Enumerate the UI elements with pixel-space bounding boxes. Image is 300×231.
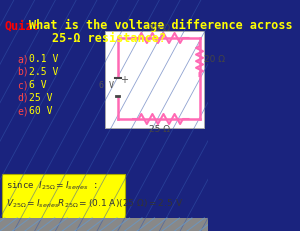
Bar bbox=[0, 218, 208, 231]
Text: 25-Ω resistance?: 25-Ω resistance? bbox=[52, 32, 166, 45]
Text: b): b) bbox=[17, 67, 29, 77]
FancyBboxPatch shape bbox=[105, 31, 204, 128]
Text: c): c) bbox=[17, 80, 29, 90]
Text: 6 V: 6 V bbox=[29, 80, 47, 90]
Text: d): d) bbox=[17, 93, 29, 103]
Text: 60 V: 60 V bbox=[29, 106, 52, 116]
Text: a): a) bbox=[17, 54, 29, 64]
Text: 6 V: 6 V bbox=[99, 82, 114, 91]
Text: What is the voltage difference across the: What is the voltage difference across th… bbox=[29, 19, 300, 32]
Text: 15 Ω: 15 Ω bbox=[149, 24, 170, 33]
Text: Quiz:: Quiz: bbox=[4, 19, 40, 32]
Text: e): e) bbox=[17, 106, 29, 116]
Text: 25 V: 25 V bbox=[29, 93, 52, 103]
Text: 20 Ω: 20 Ω bbox=[204, 55, 225, 64]
Text: 0.1 V: 0.1 V bbox=[29, 54, 58, 64]
FancyBboxPatch shape bbox=[2, 174, 125, 228]
Text: $V_{25\Omega} = I_{series}R_{25\Omega} = (0.1\ \mathrm{A})(25\ \Omega) = 2.5\ \m: $V_{25\Omega} = I_{series}R_{25\Omega} =… bbox=[5, 198, 183, 210]
Text: 25 Ω: 25 Ω bbox=[149, 125, 170, 134]
Text: 2.5 V: 2.5 V bbox=[29, 67, 58, 77]
Text: +: + bbox=[120, 75, 128, 85]
Text: since $I_{25\Omega} = I_{series}$ :: since $I_{25\Omega} = I_{series}$ : bbox=[5, 180, 97, 192]
